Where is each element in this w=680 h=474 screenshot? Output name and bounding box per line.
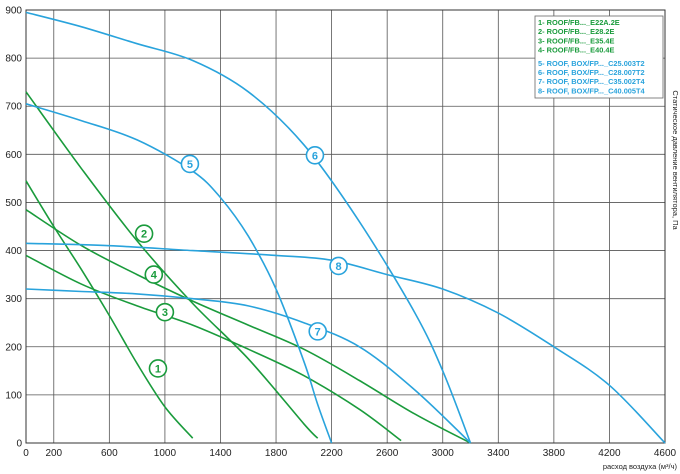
series-marker-4 [144, 265, 164, 284]
x-tick-label: 3800 [543, 448, 566, 459]
series-line-5 [25, 103, 333, 444]
x-tick-label: 1000 [154, 448, 177, 459]
x-axis-title: расход воздуха (м³/ч) [603, 462, 678, 471]
series-marker-2 [134, 224, 154, 244]
series-line-8 [25, 242, 666, 444]
series-line-1 [25, 180, 194, 439]
legend-entry: 1- ROOF/FB..._E22A.2E [538, 18, 620, 27]
series-marker-label-4: 4 [151, 270, 158, 282]
plot-frame [25, 9, 666, 444]
y-tick-label: 600 [5, 150, 22, 161]
legend-entry: 6- ROOF, BOX/FP..._C28.007T2 [538, 68, 645, 77]
y-tick-label: 900 [5, 6, 22, 17]
y-tick-label: 400 [5, 246, 22, 257]
series-marker-label-3: 3 [162, 307, 168, 319]
y-tick-label: 100 [5, 390, 22, 401]
series-marker-label-8: 8 [335, 261, 341, 273]
legend-box [534, 15, 664, 99]
x-tick-label: 4600 [654, 448, 677, 459]
legend-entry: 8- ROOF, BOX/FP..._C40.005T4 [538, 86, 646, 95]
series-group [25, 11, 666, 444]
series-line-3 [25, 254, 402, 442]
series-marker-label-6: 6 [312, 150, 318, 162]
series-marker-label-1: 1 [155, 363, 161, 375]
series-marker-8 [329, 256, 348, 276]
legend-entry: 5- ROOF, BOX/FP..._C25.003T2 [538, 59, 645, 68]
axes: 0 200 600 1000 1400 1800 2200 2600 3000 3400 3800 4… [5, 6, 676, 460]
legend-entry: 7- ROOF, BOX/FP..._C35.002T4 [538, 77, 646, 86]
y-tick-label: 300 [5, 294, 22, 305]
x-tick-label: 0 [23, 448, 29, 459]
y-tick-label: 500 [5, 198, 22, 209]
series-marker-label-7: 7 [315, 326, 321, 338]
series-marker-label-2: 2 [141, 229, 147, 241]
x-tick-label: 600 [101, 448, 118, 459]
series-marker-label-5: 5 [187, 159, 193, 171]
x-tick-label: 2200 [320, 448, 343, 459]
x-tick-label: 1800 [265, 448, 288, 459]
y-tick-label: 700 [5, 102, 22, 113]
series-line-6 [25, 11, 472, 444]
series-markers: 1 2 3 4 5 6 7 8 [134, 145, 348, 378]
x-tick-label: 3400 [487, 448, 510, 459]
series-line-4 [25, 209, 471, 444]
y-axis-title: Статическое давление вентилятора, Па [671, 90, 680, 230]
x-tick-label: 200 [45, 448, 62, 459]
x-tick-label: 3000 [432, 448, 455, 459]
legend-entry: 3- ROOF/FB..._E35.4E [538, 36, 614, 45]
series-marker-5 [180, 154, 200, 174]
y-tick-label: 200 [5, 342, 22, 353]
series-marker-1 [148, 359, 168, 378]
series-marker-3 [155, 302, 175, 322]
series-marker-7 [308, 322, 328, 341]
legend-entry: 4- ROOF/FB..._E40.4E [538, 46, 614, 55]
x-tick-label: 2600 [376, 448, 399, 459]
legend-entry: 2- ROOF/FB..._E28.2E [538, 27, 614, 36]
y-tick-label: 0 [16, 439, 22, 450]
y-tick-label: 800 [5, 54, 22, 65]
legend: 1- ROOF/FB..._E22A.2E2- ROOF/FB..._E28.2… [534, 15, 664, 99]
series-marker-6 [305, 145, 325, 165]
x-tick-label: 4200 [598, 448, 621, 459]
series-line-2 [25, 91, 319, 439]
series-line-7 [25, 288, 472, 444]
x-tick-label: 1400 [209, 448, 232, 459]
